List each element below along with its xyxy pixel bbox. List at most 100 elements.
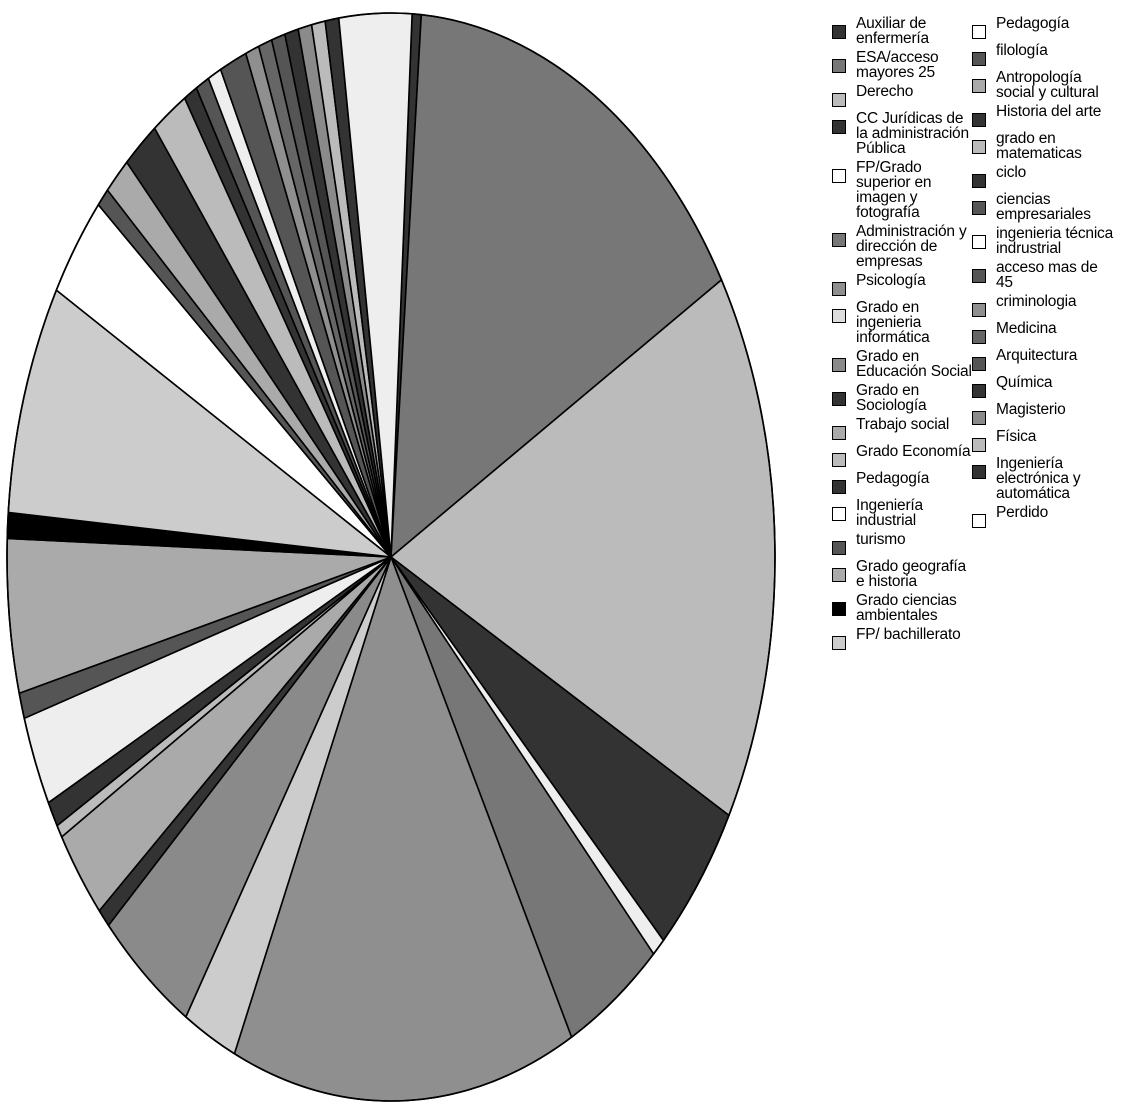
legend-swatch: [832, 392, 846, 406]
legend-swatch: [972, 25, 986, 39]
legend-label: Grado geografía e historia: [856, 558, 966, 590]
legend-item: CC Jurídicas de la administración Públic…: [832, 111, 972, 156]
legend-label: Pedagogía: [996, 15, 1070, 32]
legend-label: Psicología: [856, 272, 926, 289]
legend-swatch: [832, 453, 846, 467]
legend-label: Auxiliar de enfermería: [856, 15, 929, 47]
legend-swatch: [832, 120, 846, 134]
legend-swatch: [972, 411, 986, 425]
legend-item: ciencias empresariales: [972, 192, 1113, 222]
legend-label: Ingeniería electrónica y automática: [996, 455, 1081, 502]
legend-item: Pedagogía: [972, 16, 1113, 39]
legend-label: CC Jurídicas de la administración Públic…: [856, 110, 969, 157]
legend-item: Psicología: [832, 273, 972, 296]
legend-item: criminologia: [972, 294, 1113, 317]
legend-item: grado en matematicas: [972, 131, 1113, 161]
legend-label: ingenieria técnica indrustrial: [996, 225, 1114, 257]
legend-swatch: [972, 113, 986, 127]
legend-label: Antropología social y cultural: [996, 69, 1099, 101]
legend-swatch: [972, 438, 986, 452]
legend-label: turismo: [856, 531, 906, 548]
legend-swatch: [972, 235, 986, 249]
legend-swatch: [972, 174, 986, 188]
legend-item: Magisterio: [972, 402, 1113, 425]
legend-swatch: [832, 25, 846, 39]
legend-swatch: [832, 309, 846, 323]
legend-label: Grado ciencias ambientales: [856, 592, 957, 624]
legend-label: Ingeniería industrial: [856, 497, 923, 529]
legend-item: turismo: [832, 532, 972, 555]
legend-item: FP/ bachillerato: [832, 627, 972, 650]
legend-label: criminologia: [996, 293, 1077, 310]
legend-swatch: [832, 233, 846, 247]
legend-swatch: [972, 330, 986, 344]
legend-item: ingenieria técnica indrustrial: [972, 226, 1113, 256]
legend-item: filología: [972, 43, 1113, 66]
legend-label: Derecho: [856, 83, 914, 100]
legend-swatch: [972, 514, 986, 528]
legend-swatch: [832, 358, 846, 372]
legend-swatch: [972, 79, 986, 93]
legend-label: Pedagogía: [856, 470, 930, 487]
legend-item: Ingeniería industrial: [832, 498, 972, 528]
legend-item: Medicina: [972, 321, 1113, 344]
legend-label: Grado en ingenieria informática: [856, 299, 930, 346]
legend-swatch: [832, 93, 846, 107]
legend-item: Arquitectura: [972, 348, 1113, 371]
legend-item: Grado en Educación Social: [832, 349, 972, 379]
legend-label: Arquitectura: [996, 347, 1078, 364]
legend-label: Grado Economía: [856, 443, 971, 460]
legend-item: Física: [972, 429, 1113, 452]
legend-item: FP/Grado superior en imagen y fotografía: [832, 160, 972, 220]
legend-item: Administración y dirección de empresas: [832, 224, 972, 269]
legend-item: acceso mas de 45: [972, 260, 1113, 290]
legend-item: Historia del arte: [972, 104, 1113, 127]
legend-item: Ingeniería electrónica y automática: [972, 456, 1113, 501]
legend-label: ESA/acceso mayores 25: [856, 49, 939, 81]
legend-swatch: [972, 465, 986, 479]
legend-label: ciencias empresariales: [996, 191, 1091, 223]
legend-swatch: [972, 201, 986, 215]
legend-label: Trabajo social: [856, 416, 950, 433]
legend-swatch: [832, 541, 846, 555]
legend-swatch: [972, 357, 986, 371]
legend-item: Grado Economía: [832, 444, 972, 467]
legend-swatch: [972, 52, 986, 66]
legend-swatch: [832, 602, 846, 616]
legend-label: Administración y dirección de empresas: [856, 223, 967, 270]
legend-item: ESA/acceso mayores 25: [832, 50, 972, 80]
legend-label: Grado en Educación Social: [856, 348, 972, 380]
legend-item: Perdido: [972, 505, 1113, 528]
legend-label: grado en matematicas: [996, 130, 1082, 162]
legend-swatch: [832, 568, 846, 582]
legend-item: Grado geografía e historia: [832, 559, 972, 589]
legend-label: Física: [996, 428, 1037, 445]
legend-item: Trabajo social: [832, 417, 972, 440]
legend-item: ciclo: [972, 165, 1113, 188]
legend-swatch: [832, 282, 846, 296]
legend-swatch: [972, 303, 986, 317]
legend-swatch: [972, 384, 986, 398]
legend-item: Grado en ingenieria informática: [832, 300, 972, 345]
legend-swatch: [832, 59, 846, 73]
legend-item: Pedagogía: [832, 471, 972, 494]
legend-label: filología: [996, 42, 1048, 59]
legend-label: Química: [996, 374, 1053, 391]
legend-item: Auxiliar de enfermería: [832, 16, 972, 46]
legend-swatch: [832, 636, 846, 650]
pie-outline: [6, 12, 776, 1102]
legend-item: Grado ciencias ambientales: [832, 593, 972, 623]
legend-swatch: [832, 507, 846, 521]
pie-chart-canvas: [6, 12, 776, 1102]
legend-label: Magisterio: [996, 401, 1066, 418]
legend-swatch: [832, 169, 846, 183]
legend-item: Derecho: [832, 84, 972, 107]
legend-label: FP/Grado superior en imagen y fotografía: [856, 159, 932, 221]
legend-item: Antropología social y cultural: [972, 70, 1113, 100]
legend-item: Química: [972, 375, 1113, 398]
legend-label: acceso mas de 45: [996, 259, 1098, 291]
legend-label: Historia del arte: [996, 103, 1102, 120]
legend-label: Perdido: [996, 504, 1049, 521]
legend-column-2: Pedagogía filología Antropología social y …: [972, 16, 1113, 532]
